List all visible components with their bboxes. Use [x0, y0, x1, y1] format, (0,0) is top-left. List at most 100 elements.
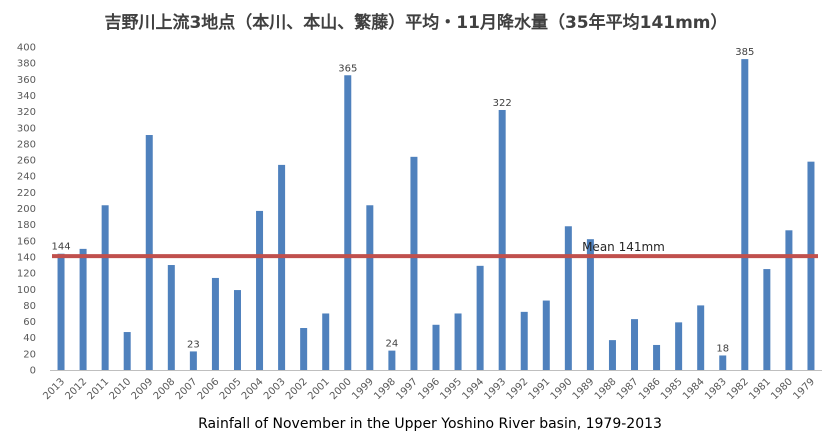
- bar: [366, 205, 374, 370]
- y-tick-label: 360: [17, 75, 36, 86]
- bar: [167, 265, 175, 370]
- x-axis: 2013201220112010200920082007200620052004…: [41, 376, 817, 402]
- bar: [785, 230, 793, 370]
- bar: [476, 265, 484, 370]
- x-tick-label: 1981: [747, 376, 773, 402]
- y-tick-label: 400: [17, 43, 36, 54]
- chart-title: 吉野川上流3地点（本川、本山、繁藤）平均・11月降水量（35年平均141mm）: [104, 12, 727, 33]
- bar: [256, 210, 264, 370]
- chart-subtitle: Rainfall of November in the Upper Yoshin…: [198, 416, 662, 432]
- data-label: 24: [386, 339, 399, 350]
- bar: [542, 300, 550, 370]
- bar: [344, 75, 352, 370]
- x-tick-label: 1985: [659, 376, 685, 402]
- bar: [432, 324, 440, 370]
- x-tick-label: 1988: [593, 376, 619, 402]
- x-tick-label: 2003: [262, 376, 288, 402]
- bars: [57, 59, 815, 371]
- y-tick-label: 380: [17, 59, 36, 70]
- bar: [57, 253, 65, 370]
- bar: [410, 156, 418, 370]
- x-tick-label: 1983: [703, 376, 729, 402]
- bar: [763, 269, 771, 370]
- bar: [520, 311, 528, 370]
- y-tick-label: 100: [17, 285, 36, 296]
- x-tick-label: 1999: [350, 376, 376, 402]
- data-label: 365: [338, 63, 357, 74]
- bar: [454, 313, 462, 370]
- x-tick-label: 1987: [615, 376, 641, 402]
- y-tick-label: 260: [17, 156, 36, 167]
- bar: [211, 277, 219, 370]
- y-tick-label: 200: [17, 204, 36, 215]
- y-axis: 0 20 40 60 80 100 120 140 160 180 200 220 240 260 280 3…: [17, 43, 36, 377]
- y-tick-label: 240: [17, 172, 36, 183]
- x-tick-label: 1992: [505, 376, 531, 402]
- y-tick-label: 220: [17, 188, 36, 199]
- bar: [145, 135, 153, 370]
- y-tick-label: 320: [17, 107, 36, 118]
- x-tick-label: 2010: [108, 376, 134, 402]
- x-tick-label: 2009: [130, 376, 156, 402]
- bar: [388, 350, 396, 370]
- bar: [719, 355, 727, 370]
- bar: [653, 344, 661, 370]
- bar: [300, 328, 308, 370]
- bar: [79, 248, 87, 370]
- x-tick-label: 1980: [769, 376, 795, 402]
- y-tick-label: 180: [17, 220, 36, 231]
- mean-label: Mean 141mm: [582, 240, 665, 254]
- x-tick-label: 1986: [637, 376, 663, 402]
- data-label: 18: [716, 343, 729, 354]
- x-tick-label: 2011: [85, 376, 111, 402]
- bar: [608, 340, 616, 370]
- data-label: 144: [51, 242, 70, 253]
- x-tick-label: 2005: [218, 376, 244, 402]
- bar: [233, 290, 241, 370]
- y-tick-label: 60: [23, 317, 36, 328]
- x-tick-label: 1996: [416, 376, 442, 402]
- x-tick-label: 1993: [483, 376, 509, 402]
- x-tick-label: 1998: [372, 376, 398, 402]
- y-tick-label: 140: [17, 252, 36, 263]
- y-tick-label: 0: [30, 366, 36, 377]
- bar: [189, 351, 197, 370]
- bar: [586, 239, 594, 370]
- y-tick-label: 40: [23, 333, 36, 344]
- bar: [631, 319, 639, 370]
- y-tick-label: 120: [17, 269, 36, 280]
- x-tick-label: 1982: [725, 376, 751, 402]
- x-tick-label: 2002: [284, 376, 310, 402]
- x-tick-label: 1990: [549, 376, 575, 402]
- y-tick-label: 80: [23, 301, 36, 312]
- x-tick-label: 1991: [527, 376, 553, 402]
- x-tick-label: 2012: [63, 376, 89, 402]
- data-label: 322: [493, 98, 512, 109]
- x-tick-label: 1995: [438, 376, 464, 402]
- bar: [741, 59, 749, 371]
- x-tick-label: 2001: [306, 376, 332, 402]
- x-tick-label: 2004: [240, 376, 266, 402]
- bar: [807, 161, 815, 370]
- data-label: 23: [187, 339, 200, 350]
- y-tick-label: 280: [17, 139, 36, 150]
- bar: [675, 322, 683, 370]
- x-tick-label: 1984: [681, 376, 707, 402]
- bar: [564, 226, 572, 370]
- bar: [278, 164, 286, 370]
- y-tick-label: 300: [17, 123, 36, 134]
- x-tick-label: 2008: [152, 376, 178, 402]
- data-labels: 144 23 365 24 322 18 385: [51, 47, 754, 354]
- x-tick-label: 2013: [41, 376, 67, 402]
- bar: [123, 332, 131, 370]
- x-tick-label: 1994: [460, 376, 486, 402]
- x-tick-label: 1997: [394, 376, 420, 402]
- bar: [498, 109, 506, 371]
- x-tick-label: 2000: [328, 376, 354, 402]
- y-tick-label: 340: [17, 91, 36, 102]
- bar: [322, 313, 330, 370]
- y-tick-label: 160: [17, 236, 36, 247]
- x-tick-label: 2007: [174, 376, 200, 402]
